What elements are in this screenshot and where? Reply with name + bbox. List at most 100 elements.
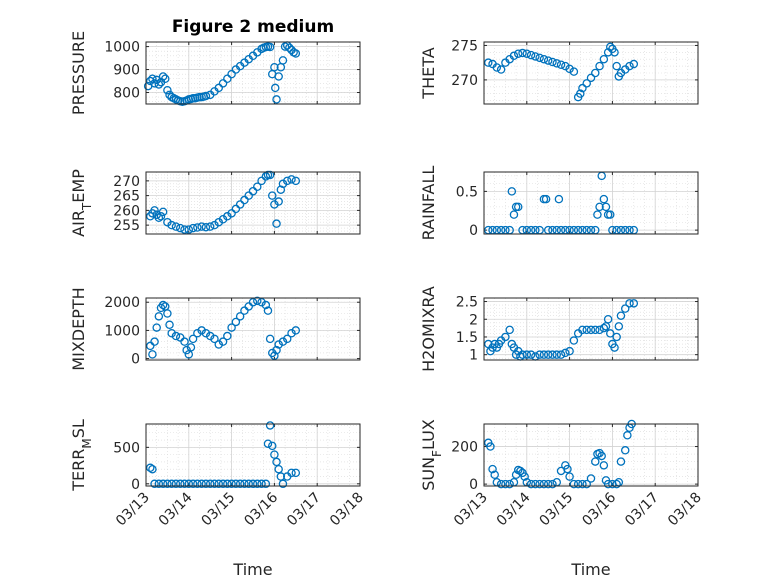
data-point (488, 464, 497, 474)
y-tick-label: 1000 (104, 323, 140, 339)
data-point (599, 194, 609, 204)
data-point (582, 325, 591, 335)
data-point (148, 350, 157, 359)
data-point (291, 49, 301, 58)
data-point (227, 69, 236, 79)
data-point (223, 479, 232, 489)
data-point (535, 479, 544, 489)
data-point (610, 343, 619, 352)
data-point (291, 326, 301, 335)
data-point (274, 340, 283, 349)
y-tick-label: 800 (113, 86, 140, 102)
data-point (274, 197, 283, 206)
data-point (167, 220, 176, 230)
data-point (531, 479, 540, 489)
data-point (240, 479, 249, 489)
data-point (582, 79, 591, 88)
y-axis-label: SUNFLUX (419, 419, 444, 491)
data-point (591, 457, 600, 466)
data-point (244, 479, 253, 489)
data-point (180, 479, 189, 489)
subplot-5: 0 1000 2000 MIXDEPTH (69, 287, 361, 371)
axes-box (483, 423, 699, 487)
data-point (265, 42, 275, 52)
data-point (616, 457, 626, 466)
data-point (210, 479, 219, 489)
data-point (274, 72, 283, 81)
data-point (263, 306, 273, 315)
data-point (287, 328, 296, 338)
data-point (501, 479, 510, 489)
data-point (150, 479, 159, 489)
data-point (235, 312, 245, 321)
data-point (586, 474, 596, 483)
y-tick-label: 2 (469, 312, 478, 328)
x-axis-label: Time (232, 560, 272, 579)
data-point (595, 61, 604, 71)
data-point (548, 479, 557, 489)
data-point (578, 325, 587, 335)
data-point (563, 464, 572, 474)
data-point (197, 326, 206, 335)
axes-box (145, 297, 361, 361)
y-tick-label: 270 (451, 73, 478, 89)
data-point (171, 331, 181, 341)
data-point (599, 323, 609, 333)
data-point (565, 472, 574, 481)
data-point (180, 225, 189, 234)
data-point (484, 58, 493, 67)
data-point (171, 222, 181, 231)
data-point (629, 59, 639, 69)
data-point (601, 202, 611, 212)
data-point (552, 59, 562, 68)
data-point (248, 297, 258, 307)
data-point (257, 297, 266, 307)
data-point (210, 334, 219, 344)
data-point (244, 302, 253, 311)
y-axis-label: PRESSURE (69, 31, 88, 115)
y-tick-label: 255 (113, 218, 140, 234)
data-point (509, 210, 519, 219)
axes-box (483, 171, 699, 235)
data-point (606, 42, 615, 52)
data-point (620, 446, 630, 455)
y-axis-label: RAINFALL (419, 166, 438, 241)
data-point (218, 479, 228, 489)
data-point (272, 457, 281, 467)
data-point (165, 320, 174, 330)
data-point (154, 312, 164, 321)
data-point (278, 56, 288, 65)
data-point (205, 222, 215, 231)
data-point (282, 334, 292, 344)
data-point (593, 210, 602, 219)
data-point (271, 83, 280, 93)
data-point (223, 74, 232, 83)
data-point (231, 479, 241, 489)
data-point (556, 350, 566, 359)
data-point (240, 195, 249, 205)
data-point (197, 479, 206, 489)
data-point (272, 345, 281, 355)
data-point (623, 431, 632, 440)
data-point (629, 299, 639, 308)
data-point (606, 210, 615, 219)
data-point (603, 479, 613, 489)
data-point (576, 89, 585, 98)
data-point (513, 202, 523, 212)
data-point (569, 67, 579, 76)
data-point (278, 337, 288, 346)
data-point (175, 333, 185, 342)
data-point (490, 470, 499, 479)
data-point (552, 350, 562, 359)
data-point (146, 341, 155, 351)
y-axis-label: H2OMIXRA (419, 286, 438, 372)
data-point (501, 332, 510, 342)
data-point (285, 43, 294, 52)
data-point (150, 337, 159, 346)
data-point (520, 472, 529, 481)
data-point (535, 53, 544, 63)
y-tick-label: 200 (451, 440, 478, 456)
data-point (154, 479, 164, 489)
axes-box (145, 41, 361, 105)
